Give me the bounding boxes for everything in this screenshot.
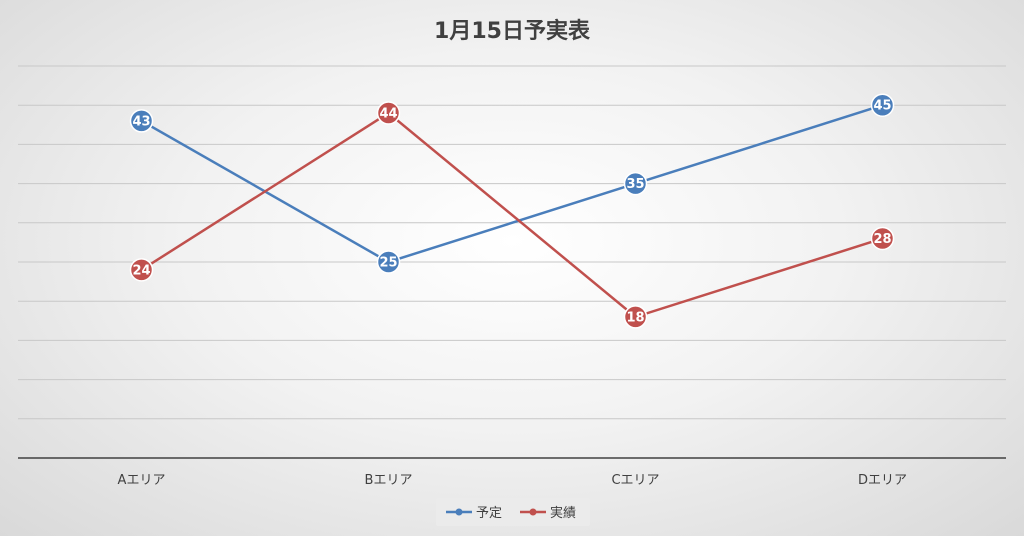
data-label: 18 (626, 310, 644, 325)
data-point (376, 250, 401, 274)
data-label: 43 (132, 114, 150, 129)
legend-box (436, 498, 590, 526)
legend-marker (529, 508, 537, 516)
x-tick-label: Dエリア (858, 473, 907, 488)
series-line-実績 (140, 111, 883, 319)
data-label: 35 (626, 177, 644, 192)
data-point (623, 305, 648, 329)
legend: 予定 実績 (436, 498, 590, 526)
chart-title: 1月15日予実表 (434, 18, 591, 44)
data-label: 45 (873, 99, 891, 114)
data-label: 24 (132, 263, 150, 278)
legend-label: 実績 (550, 505, 576, 521)
data-point (129, 109, 154, 133)
data-point (376, 101, 401, 125)
data-label: 44 (379, 107, 397, 122)
data-point (870, 226, 895, 251)
data-label: 25 (379, 256, 397, 271)
data-point (129, 258, 154, 282)
x-tick-label: Cエリア (611, 473, 659, 488)
data-label: 28 (873, 232, 891, 247)
x-tick-label: Aエリア (118, 473, 166, 488)
x-tick-label: Bエリア (365, 473, 413, 488)
legend-marker (455, 508, 463, 516)
data-point (623, 171, 648, 196)
legend-label: 予定 (476, 506, 502, 521)
data-point (870, 93, 895, 117)
